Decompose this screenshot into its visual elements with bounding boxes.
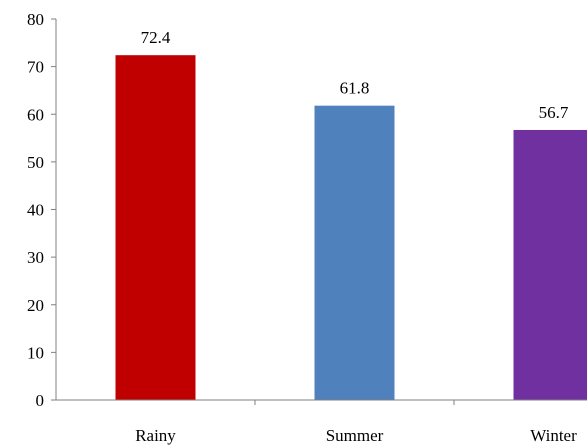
data-label-winter: 56.7 — [539, 103, 569, 122]
x-ticks-group: Rainy Summer Winter — [135, 400, 577, 445]
x-tick-label-summer: Summer — [326, 426, 384, 445]
bar-summer — [314, 105, 395, 401]
y-tick-label: 40 — [27, 201, 44, 220]
y-ticks-group: 0 10 20 30 40 50 60 70 80 — [27, 10, 56, 410]
y-tick-label: 50 — [27, 153, 44, 172]
y-tick-label: 30 — [27, 248, 44, 267]
y-tick-label: 70 — [27, 58, 44, 77]
y-tick-label: 80 — [27, 10, 44, 29]
x-tick-label-winter: Winter — [530, 426, 577, 445]
y-tick-label: 10 — [27, 343, 44, 362]
bars-group — [115, 55, 587, 401]
data-labels-group: 72.4 61.8 56.7 — [141, 28, 569, 122]
y-tick-label: 60 — [27, 105, 44, 124]
data-label-rainy: 72.4 — [141, 28, 171, 47]
x-tick-label-rainy: Rainy — [135, 426, 176, 445]
bar-rainy — [115, 55, 196, 400]
data-label-summer: 61.8 — [340, 79, 370, 98]
y-tick-label: 20 — [27, 296, 44, 315]
bar-winter — [513, 129, 587, 400]
y-tick-label: 0 — [36, 391, 45, 410]
